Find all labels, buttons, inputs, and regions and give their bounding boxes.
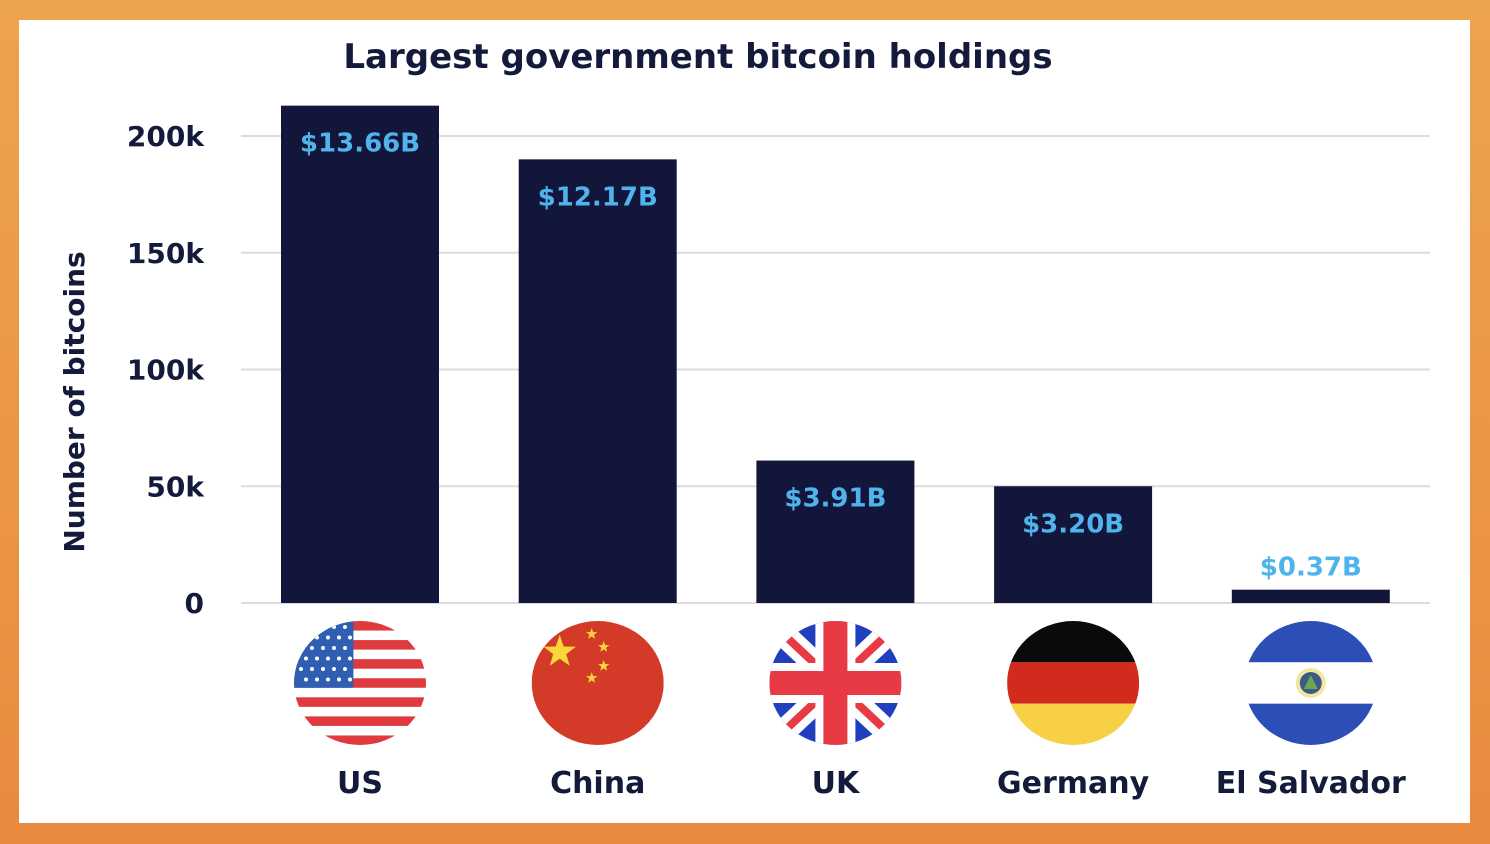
germany-flag-icon [1007,621,1140,745]
x-tick-label: US [337,766,383,801]
bar-germany [994,486,1153,603]
y-tick-label: 0 [185,587,204,620]
data-label: $0.37B [1260,553,1362,583]
data-label: $13.66B [300,129,420,159]
y-tick-label: 200k [127,120,205,153]
bar-uk [756,460,915,603]
x-tick-label: China [550,766,645,801]
chart-title: Largest government bitcoin holdings [343,37,1052,77]
y-tick-label: 150k [127,237,205,270]
bar-china [518,159,677,603]
data-label: $3.20B [1022,509,1124,539]
flags [294,621,1377,745]
data-label: $3.91B [784,484,886,514]
chart-card: Largest government bitcoin holdings Numb… [19,20,1470,823]
bar-chart: Largest government bitcoin holdings Numb… [58,37,1430,801]
x-axis-ticks: US China UK Germany El Salvador [337,766,1406,801]
x-tick-label: El Salvador [1216,766,1406,801]
bar-el-salvador [1231,589,1390,603]
x-tick-label: Germany [997,766,1150,801]
y-axis-label: Number of bitcoins [58,251,91,552]
uk-flag-icon [769,621,902,745]
el-salvador-flag-icon [1244,621,1377,745]
y-tick-label: 100k [127,354,205,387]
y-tick-label: 50k [146,470,205,503]
china-flag-icon [531,621,664,745]
bars [281,105,1390,604]
us-flag-icon [294,621,426,745]
x-tick-label: UK [812,766,861,801]
y-axis-ticks: 0 50k 100k 150k 200k [127,120,205,620]
bar-us [281,105,439,604]
data-labels: $13.66B $12.17B $3.91B $3.20B $0.37B [300,129,1362,583]
data-label: $12.17B [538,182,658,212]
